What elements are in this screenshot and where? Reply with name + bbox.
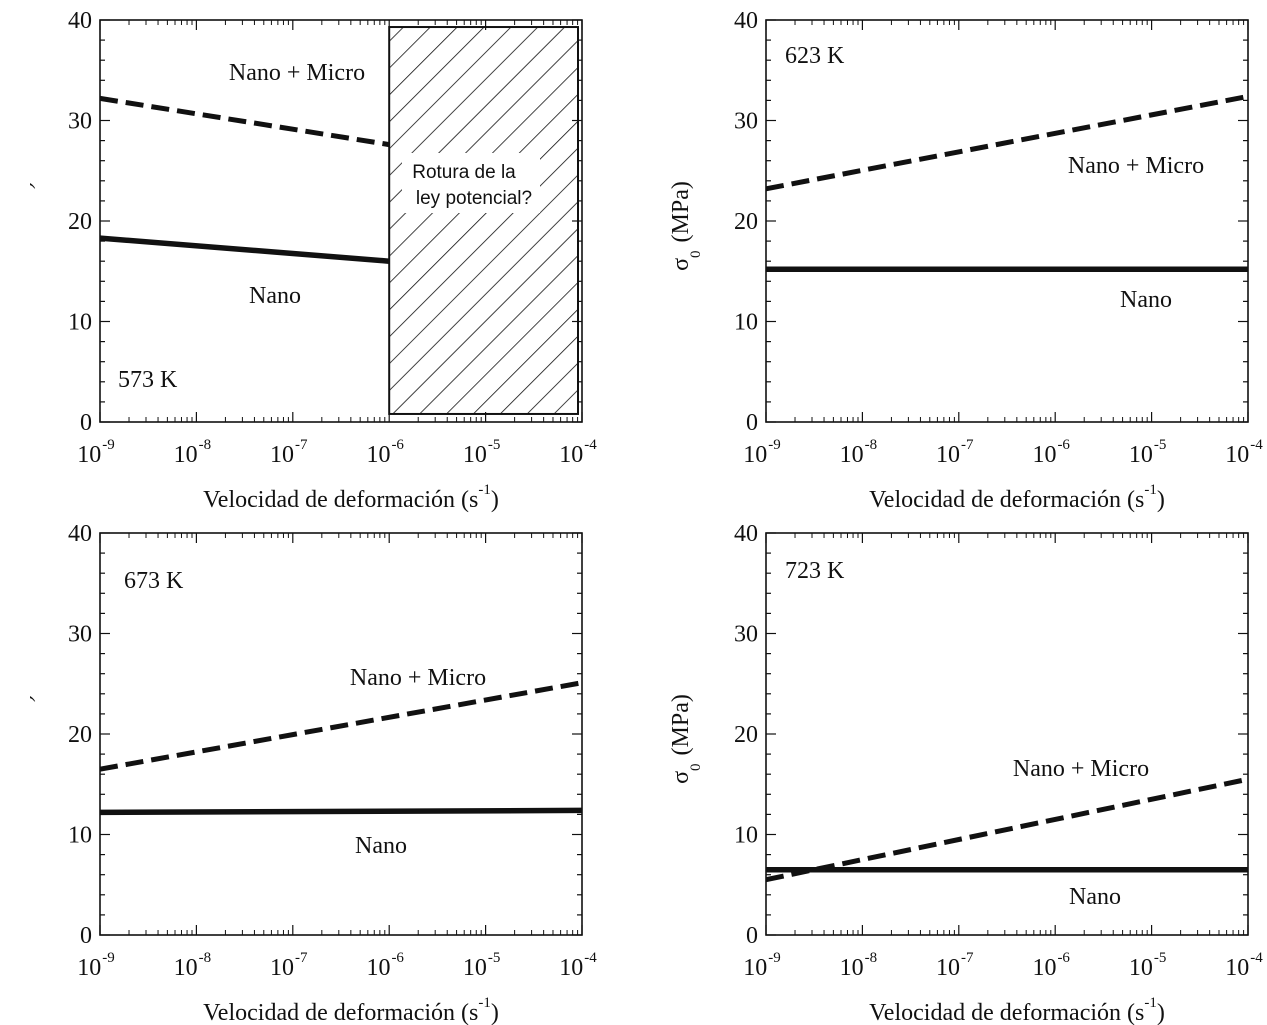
y-tick-label: 10 [734, 823, 758, 849]
y-tick-label: 10 [734, 310, 758, 336]
series-label: Nano [355, 833, 407, 859]
y-tick-label: 40 [68, 8, 92, 34]
temperature-label: 623 K [785, 43, 845, 69]
x-axis-label: Velocidad de deformación (s-1) [869, 995, 1165, 1025]
series-label: Nano [249, 283, 301, 309]
x-tick-label: 10-8 [840, 437, 878, 468]
series-label: Nano + Micro [350, 665, 486, 691]
plot-frame [765, 19, 1249, 423]
y-tick-label: 30 [734, 622, 758, 648]
x-axis-label: Velocidad de deformación (s-1) [203, 482, 499, 513]
x-tick-label: 10-4 [559, 950, 597, 981]
temperature-label: 723 K [785, 558, 845, 584]
x-tick-label: 10-6 [366, 950, 404, 981]
y-axis-label: σ0(MPa) [10, 694, 46, 784]
x-tick-label: 10-5 [463, 437, 501, 468]
y-tick-label: 0 [746, 410, 758, 436]
series-line-nano-micro [99, 680, 583, 772]
y-tick-label: 0 [80, 923, 92, 949]
series-label: Nano [1069, 884, 1121, 910]
x-tick-label: 10-5 [1129, 950, 1167, 981]
series-label: Nano + Micro [1013, 756, 1149, 782]
x-axis-label: Velocidad de deformación (s-1) [203, 995, 499, 1025]
x-tick-label: 10-7 [270, 437, 308, 468]
x-tick-label: 10-4 [1225, 950, 1263, 981]
series-line-nano [99, 807, 583, 816]
y-tick-label: 20 [68, 209, 92, 235]
x-tick-label: 10-7 [936, 437, 974, 468]
x-tick-label: 10-4 [559, 437, 597, 468]
y-tick-label: 40 [734, 8, 758, 34]
chart-panel-3: 0 10 20 30 40 10-9 10-8 10-7 10-6 10-5 10-4 Velocid… [68, 521, 597, 1025]
plot-frame [765, 532, 1249, 936]
y-axis-label: σ0(MPa) [10, 181, 46, 271]
temperature-label: 573 K [118, 367, 178, 393]
chart-panel-1: Rotura de la ley potencial? 0 10 20 30 40 10-9 1… [68, 8, 597, 513]
x-tick-label: 10-9 [743, 437, 781, 468]
y-tick-label: 10 [68, 310, 92, 336]
y-tick-label: 20 [734, 209, 758, 235]
y-tick-label: 40 [68, 521, 92, 547]
series-line-nano [99, 235, 390, 264]
x-axis-label: Velocidad de deformación (s-1) [869, 482, 1165, 513]
x-tick-label: 10-9 [743, 950, 781, 981]
x-tick-label: 10-4 [1225, 437, 1263, 468]
x-tick-label: 10-8 [174, 437, 212, 468]
series-label: Nano [1120, 287, 1172, 313]
series-label: Nano + Micro [229, 60, 365, 86]
annotation-line-1: Rotura de la [412, 162, 516, 183]
chart-panel-4: 0 10 20 30 40 10-9 10-8 10-7 10-6 10-5 10-4 Velocid… [734, 521, 1263, 1025]
x-tick-label: 10-7 [936, 950, 974, 981]
series-label: Nano + Micro [1068, 153, 1204, 179]
annotation-background [402, 153, 540, 213]
y-tick-label: 20 [734, 722, 758, 748]
x-tick-label: 10-9 [77, 950, 115, 981]
chart-panel-2: 0 10 20 30 40 10-9 10-8 10-7 10-6 10-5 10-4 Velocid… [734, 8, 1263, 513]
x-tick-label: 10-8 [840, 950, 878, 981]
x-tick-label: 10-6 [366, 437, 404, 468]
y-tick-label: 30 [68, 622, 92, 648]
y-tick-label: 30 [68, 109, 92, 135]
y-tick-label: 0 [80, 410, 92, 436]
x-tick-label: 10-7 [270, 950, 308, 981]
series-line-nano-micro [765, 93, 1249, 192]
x-tick-label: 10-5 [463, 950, 501, 981]
x-tick-label: 10-6 [1032, 950, 1070, 981]
x-tick-label: 10-9 [77, 437, 115, 468]
y-tick-label: 20 [68, 722, 92, 748]
y-axis-label: σ0(MPa) [668, 694, 704, 784]
y-tick-label: 30 [734, 109, 758, 135]
y-tick-label: 10 [68, 823, 92, 849]
annotation-line-2: ley potencial? [416, 188, 532, 209]
series-line-nano-micro [99, 95, 390, 148]
x-tick-label: 10-8 [174, 950, 212, 981]
series-line-nano-micro [765, 776, 1249, 883]
temperature-label: 673 K [124, 568, 184, 594]
y-axis-label: σ0(MPa) [668, 181, 704, 271]
hatched-region [388, 26, 580, 415]
x-tick-label: 10-5 [1129, 437, 1167, 468]
y-tick-label: 40 [734, 521, 758, 547]
x-tick-label: 10-6 [1032, 437, 1070, 468]
y-tick-label: 0 [746, 923, 758, 949]
